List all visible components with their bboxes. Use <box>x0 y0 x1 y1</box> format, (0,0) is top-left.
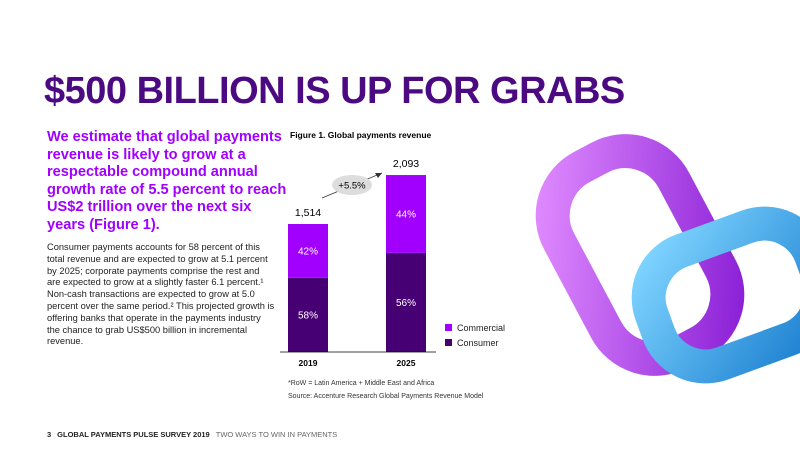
x-tick-label: 2019 <box>299 358 318 368</box>
bar-label: 44% <box>396 209 416 220</box>
annotation-bubble <box>332 175 372 195</box>
legend-label: Commercial <box>457 323 505 333</box>
bar-label: 56% <box>396 298 416 309</box>
legend-label: Consumer <box>457 338 499 348</box>
total-label: 1,514 <box>295 207 321 219</box>
chart-title: Figure 1. Global payments revenue <box>290 130 432 140</box>
legend-swatch <box>445 339 452 346</box>
growth-annotation: +5.5% <box>338 181 366 192</box>
report-name: GLOBAL PAYMENTS PULSE SURVEY 2019 <box>57 430 210 439</box>
bar-label: 58% <box>298 310 318 321</box>
chart-note: *RoW = Latin America + Middle East and A… <box>288 380 434 387</box>
footer: 3 GLOBAL PAYMENTS PULSE SURVEY 2019 TWO WA… <box>47 430 337 439</box>
bar-segment <box>386 175 426 253</box>
bar-segment <box>288 277 328 352</box>
bar-label: 42% <box>298 246 318 257</box>
chain-illustration <box>535 134 800 384</box>
page-title: $500 BILLION IS UP FOR GRABS <box>44 70 625 112</box>
bar-segment <box>288 224 328 278</box>
body-text: Consumer payments accounts for 58 percen… <box>47 242 275 347</box>
arrow-head <box>375 173 382 178</box>
x-tick-label: 2025 <box>397 358 416 368</box>
legend-swatch <box>445 324 452 331</box>
page-number: 3 <box>47 430 52 439</box>
total-label: 2,093 <box>393 158 419 170</box>
bar-segment <box>386 252 426 352</box>
lead-text: We estimate that global payments revenue… <box>47 129 287 233</box>
chart-note: Source: Accenture Research Global Paymen… <box>288 393 484 400</box>
section-name: TWO WAYS TO WIN IN PAYMENTS <box>215 430 338 439</box>
